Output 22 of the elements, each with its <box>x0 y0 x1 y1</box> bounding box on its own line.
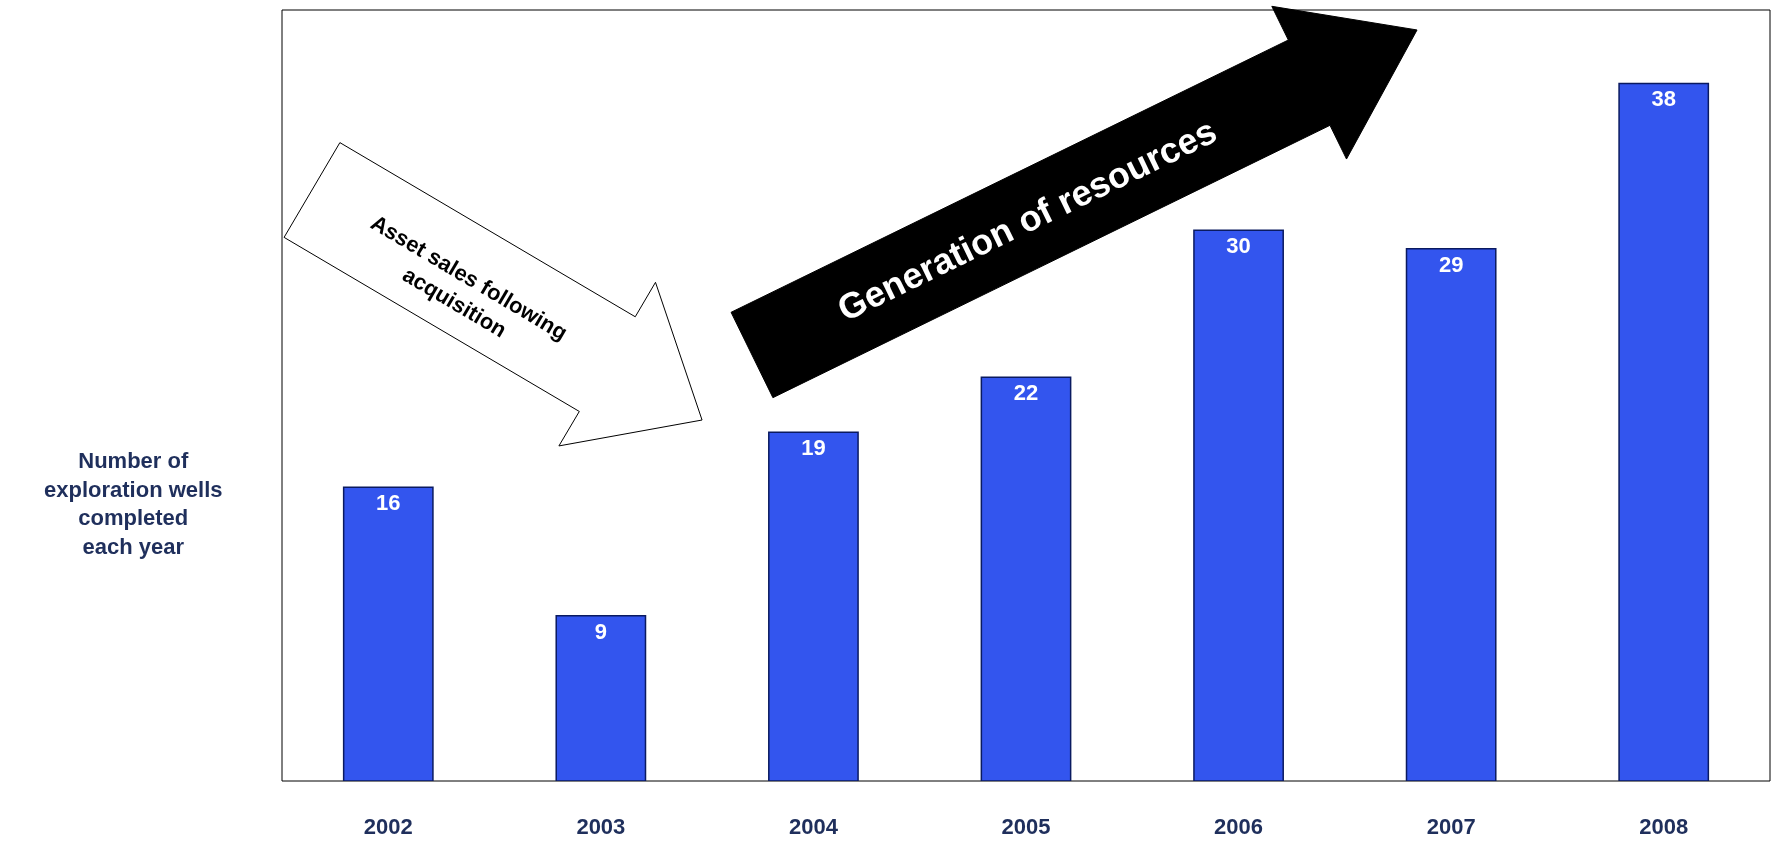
x-tick-label: 2005 <box>1001 814 1051 839</box>
bar <box>342 486 434 781</box>
data-label: 19 <box>801 435 826 461</box>
data-label: 22 <box>1013 380 1039 406</box>
data-label: 30 <box>1226 233 1251 259</box>
bar <box>980 376 1072 781</box>
bar <box>1193 229 1284 781</box>
data-label: 38 <box>1651 86 1676 112</box>
data-label: 29 <box>1438 251 1464 277</box>
x-tick-label: 2008 <box>1639 814 1689 839</box>
bar <box>1618 82 1710 781</box>
bar <box>1405 247 1497 781</box>
data-label: 9 <box>594 618 607 644</box>
x-tick-label: 2006 <box>1214 814 1264 839</box>
data-label: 16 <box>376 490 401 516</box>
x-tick-label: 2004 <box>788 814 839 839</box>
x-tick-label: 2002 <box>363 814 413 839</box>
x-tick-label: 2003 <box>576 814 626 839</box>
bar <box>768 431 859 781</box>
bar <box>555 615 647 781</box>
x-tick-label: 2007 <box>1426 814 1476 839</box>
y-axis-title: Number of exploration wells completed each year <box>44 448 223 559</box>
